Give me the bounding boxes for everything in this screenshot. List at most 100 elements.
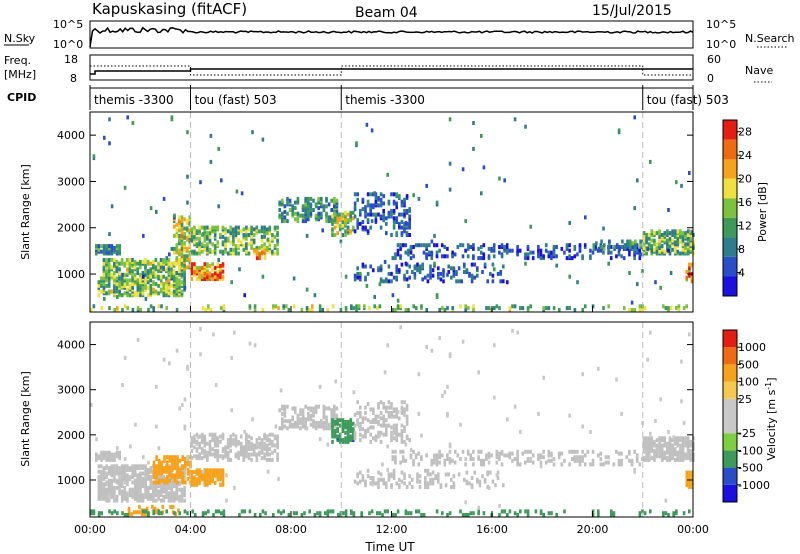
scatter-cell bbox=[400, 470, 404, 475]
scatter-cell bbox=[394, 256, 397, 261]
scatter-cell bbox=[136, 293, 140, 298]
scatter-cell bbox=[97, 464, 101, 469]
scatter-cell bbox=[412, 193, 415, 198]
scatter-cell bbox=[399, 254, 402, 259]
scatter-cell bbox=[180, 215, 184, 220]
scatter-cell bbox=[650, 229, 654, 234]
scatter-cell bbox=[186, 130, 189, 135]
scatter-cell bbox=[232, 251, 235, 256]
scatter-cell bbox=[392, 472, 396, 477]
scatter-cell bbox=[399, 243, 402, 248]
scatter-cell bbox=[398, 483, 401, 488]
scatter-cell bbox=[542, 306, 545, 311]
scatter-cell bbox=[113, 464, 116, 469]
scatter-cell bbox=[107, 469, 111, 474]
scatter-cell bbox=[193, 481, 196, 485]
scatter-cell bbox=[159, 493, 163, 498]
scatter-cell bbox=[226, 454, 230, 459]
scatter-cell bbox=[105, 269, 108, 274]
scatter-cell bbox=[291, 415, 294, 420]
scatter-cell bbox=[446, 306, 449, 311]
scatter-cell bbox=[600, 245, 603, 249]
scatter-cell bbox=[404, 250, 408, 255]
scatter-cell bbox=[420, 243, 423, 248]
scatter-cell bbox=[309, 202, 313, 207]
scatter-cell bbox=[318, 511, 322, 516]
scatter-cell bbox=[317, 215, 320, 220]
scatter-cell bbox=[560, 451, 564, 456]
scatter-cell bbox=[160, 304, 163, 309]
scatter-cell bbox=[498, 451, 501, 456]
scatter-cell bbox=[288, 198, 292, 203]
scatter-cell bbox=[195, 277, 199, 281]
scatter-cell bbox=[172, 261, 176, 266]
scatter-cell bbox=[173, 462, 177, 467]
scatter-cell bbox=[175, 496, 179, 501]
scatter-cell bbox=[461, 254, 465, 259]
scatter-cell bbox=[108, 244, 111, 249]
scatter-cell bbox=[472, 511, 475, 516]
scatter-cell bbox=[296, 413, 300, 418]
scatter-cell bbox=[352, 511, 356, 516]
scatter-cell bbox=[357, 304, 361, 309]
scatter-cell bbox=[206, 482, 209, 487]
colorbar-tick-label: 16 bbox=[738, 196, 752, 209]
scatter-cell bbox=[689, 457, 693, 462]
scatter-cell bbox=[521, 306, 525, 311]
scatter-cell bbox=[299, 411, 302, 416]
scatter-cell bbox=[409, 511, 413, 516]
scatter-cell bbox=[392, 414, 396, 419]
scatter-cell bbox=[193, 225, 196, 230]
scatter-cell bbox=[565, 243, 569, 248]
scatter-cell bbox=[159, 475, 163, 480]
scatter-cell bbox=[180, 258, 184, 262]
scatter-cell bbox=[597, 366, 600, 371]
scatter-cell bbox=[144, 263, 147, 268]
scatter-cell bbox=[485, 453, 488, 458]
scatter-cell bbox=[165, 455, 169, 460]
scatter-cell bbox=[305, 306, 309, 311]
scatter-cell bbox=[660, 436, 664, 441]
scatter-cell bbox=[396, 243, 400, 248]
scatter-cell bbox=[403, 407, 406, 412]
scatter-cell bbox=[175, 228, 179, 233]
scatter-cell bbox=[597, 509, 600, 514]
scatter-cell bbox=[446, 272, 449, 277]
scatter-cell bbox=[178, 467, 182, 472]
y-tick-label: 1000 bbox=[57, 268, 85, 281]
scatter-cell bbox=[105, 464, 108, 469]
scatter-cell bbox=[142, 233, 145, 238]
scatter-cell bbox=[232, 227, 235, 232]
scatter-cell bbox=[361, 477, 365, 482]
scatter-cell bbox=[188, 221, 192, 225]
scatter-cell bbox=[615, 377, 618, 382]
scatter-cell bbox=[633, 467, 636, 472]
x-tick-label: 08:00 bbox=[275, 523, 307, 536]
scatter-cell bbox=[583, 453, 587, 458]
scatter-cell bbox=[296, 211, 300, 216]
scatter-cell bbox=[369, 203, 372, 208]
scatter-cell bbox=[401, 243, 405, 248]
scatter-cell bbox=[438, 460, 441, 465]
scatter-cell bbox=[364, 429, 367, 433]
scatter-cell bbox=[508, 509, 512, 514]
scatter-cell bbox=[183, 485, 186, 490]
scatter-cell bbox=[219, 439, 222, 444]
scatter-cell bbox=[277, 476, 280, 481]
nsky-label: N.Sky bbox=[4, 32, 36, 45]
scatter-cell bbox=[369, 264, 372, 269]
scatter-cell bbox=[318, 304, 322, 309]
scatter-cell bbox=[181, 478, 184, 483]
scatter-cell bbox=[213, 468, 217, 473]
scatter-cell bbox=[222, 304, 226, 309]
scatter-cell bbox=[417, 451, 421, 456]
scatter-cell bbox=[312, 198, 315, 203]
scatter-cell bbox=[684, 231, 687, 236]
scatter-cell bbox=[327, 202, 331, 207]
scatter-cell bbox=[435, 254, 439, 259]
scatter-cell bbox=[339, 212, 342, 217]
scatter-cell bbox=[477, 449, 480, 454]
scatter-cell bbox=[170, 498, 173, 503]
scatter-cell bbox=[237, 238, 240, 243]
scatter-cell bbox=[498, 457, 501, 461]
